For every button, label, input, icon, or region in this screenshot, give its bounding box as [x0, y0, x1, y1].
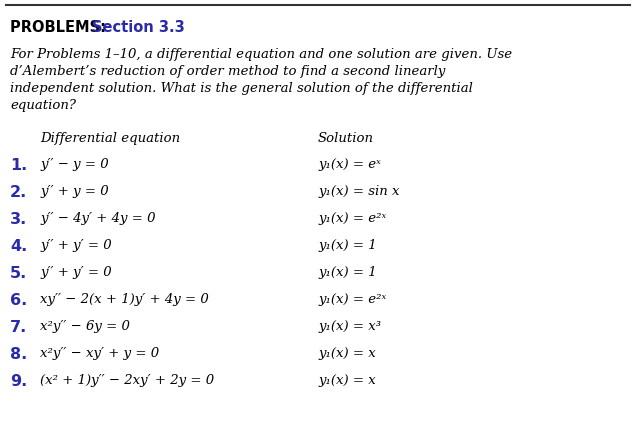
Text: equation?: equation?: [10, 99, 76, 112]
Text: Section 3.3: Section 3.3: [92, 20, 184, 35]
Text: 8.: 8.: [10, 346, 27, 361]
Text: y₁(x) = x: y₁(x) = x: [318, 373, 376, 386]
Text: y₁(x) = x: y₁(x) = x: [318, 346, 376, 359]
Text: 9.: 9.: [10, 373, 27, 388]
Text: y₁(x) = eˣ: y₁(x) = eˣ: [318, 158, 381, 171]
Text: independent solution. What is the general solution of the differential: independent solution. What is the genera…: [10, 82, 473, 95]
Text: Differential equation: Differential equation: [40, 132, 180, 144]
Text: x²y′′ − xy′ + y = 0: x²y′′ − xy′ + y = 0: [40, 346, 159, 359]
Text: y′′ + y′ = 0: y′′ + y′ = 0: [40, 239, 112, 252]
Text: y′′ − y = 0: y′′ − y = 0: [40, 158, 109, 171]
Text: For Problems 1–10, a differential equation and one solution are given. Use: For Problems 1–10, a differential equati…: [10, 48, 512, 61]
Text: Solution: Solution: [318, 132, 374, 144]
Text: (x² + 1)y′′ − 2xy′ + 2y = 0: (x² + 1)y′′ − 2xy′ + 2y = 0: [40, 373, 214, 386]
Text: y₁(x) = 1: y₁(x) = 1: [318, 265, 377, 278]
Text: 5.: 5.: [10, 265, 27, 280]
Text: 7.: 7.: [10, 319, 27, 334]
Text: PROBLEMS:: PROBLEMS:: [10, 20, 111, 35]
Text: 2.: 2.: [10, 184, 27, 200]
Text: y₁(x) = x³: y₁(x) = x³: [318, 319, 381, 332]
Text: d’Alembert’s reduction of order method to find a second linearly: d’Alembert’s reduction of order method t…: [10, 65, 445, 78]
Text: 4.: 4.: [10, 239, 27, 253]
Text: 3.: 3.: [10, 212, 27, 227]
Text: y₁(x) = sin x: y₁(x) = sin x: [318, 184, 399, 197]
Text: 1.: 1.: [10, 158, 27, 172]
Text: y₁(x) = 1: y₁(x) = 1: [318, 239, 377, 252]
Text: xy′′ − 2(x + 1)y′ + 4y = 0: xy′′ − 2(x + 1)y′ + 4y = 0: [40, 292, 209, 305]
Text: 6.: 6.: [10, 292, 27, 307]
Text: y′′ + y = 0: y′′ + y = 0: [40, 184, 109, 197]
Text: y₁(x) = e²ˣ: y₁(x) = e²ˣ: [318, 212, 386, 224]
Text: y₁(x) = e²ˣ: y₁(x) = e²ˣ: [318, 292, 386, 305]
Text: x²y′′ − 6y = 0: x²y′′ − 6y = 0: [40, 319, 130, 332]
Text: y′′ + y′ = 0: y′′ + y′ = 0: [40, 265, 112, 278]
Text: y′′ − 4y′ + 4y = 0: y′′ − 4y′ + 4y = 0: [40, 212, 155, 224]
